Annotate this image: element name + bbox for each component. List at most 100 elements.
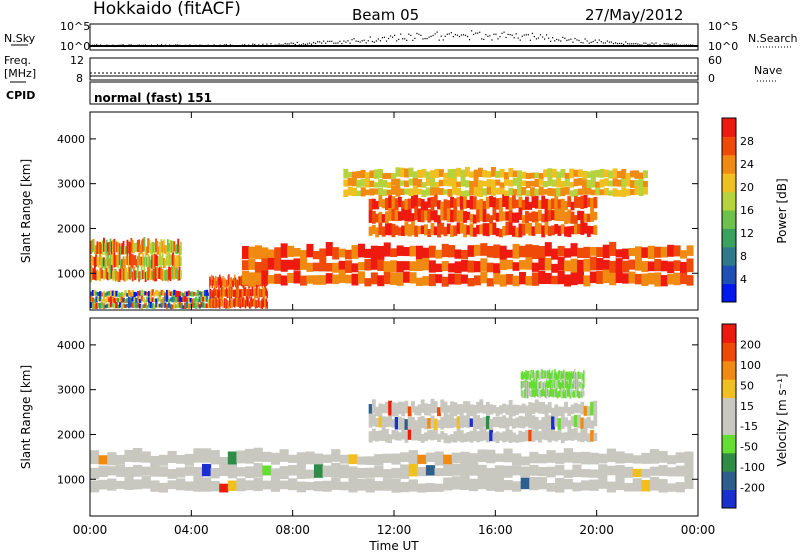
echo-cell [567,372,570,379]
echo-cell [534,373,536,380]
echo-cell [553,383,555,390]
colorbar-tick-label: 28 [740,135,754,148]
nsky-point [418,33,420,35]
echo-cell [237,280,239,288]
echo-cell [126,298,129,303]
echo-cell [461,274,469,284]
nsky-point [134,45,136,47]
echo-cell [421,182,427,188]
nave-tick-bottom: 0 [708,72,715,85]
echo-cell [338,248,346,258]
nsky-point [507,33,509,36]
nsky-point [264,44,266,47]
nsky-point [365,42,367,44]
echo-cell [200,302,203,308]
echo-cell [331,449,341,462]
echo-cell [375,418,380,428]
echo-cell [179,270,182,279]
echo-cell [467,260,475,273]
echo-cell [148,240,151,253]
echo-cell [247,297,249,307]
echo-cell [480,271,488,284]
echo-cell [546,378,548,388]
echo-cell [119,259,122,269]
echo-cell [241,297,243,308]
echo-cell [231,300,233,308]
echo-cell [122,292,125,298]
echo-cell [467,277,475,287]
echo-cell [557,256,565,271]
echo-cell [400,464,410,479]
echo-cell [267,256,275,270]
echo-cell [126,251,129,266]
echo-cell [505,404,510,415]
nsky-point [169,44,171,46]
echo-cell [169,304,173,310]
echo-cell [156,265,159,279]
echo-cell [530,390,533,398]
echo-cell [137,302,140,308]
echo-cell [129,301,133,308]
echo-cell [117,292,120,298]
nsky-point [104,45,106,47]
echo-cell [531,211,536,223]
nsky-point [543,38,546,40]
nsky-point [233,45,236,47]
nsky-point [665,43,667,45]
echo-cell [479,417,484,430]
echo-cell [554,195,559,209]
colorbar-frame [721,323,737,509]
nsky-point [181,45,183,47]
echo-cell [430,196,435,211]
nsky-point [132,45,134,47]
echo-cell [634,273,642,285]
nsky-point [600,41,602,43]
echo-cell [595,169,601,178]
echo-cell [422,276,430,286]
echo-cell [434,483,444,492]
echo-cell [531,193,536,208]
echo-cell [511,212,516,223]
echo-cell [381,226,386,237]
echo-cell [425,452,436,463]
nsky-point [367,40,369,42]
echo-cell [551,188,557,197]
echo-cell [391,429,396,440]
echo-cell [459,195,464,210]
nsky-point [154,45,157,47]
echo-cell [486,278,494,287]
echo-cell [555,452,565,464]
echo-cell [494,453,505,462]
colorbar-tick-label: -15 [740,420,758,433]
nsky-point [527,34,529,36]
echo-cell [632,468,642,478]
echo-cell [557,207,562,221]
echo-cell [257,289,259,298]
echo-cell [551,210,555,221]
nsky-point [647,43,649,46]
nsky-point [578,39,580,42]
echo-cell [456,196,461,207]
echo-cell [680,269,688,285]
echo-cell [527,388,529,399]
echo-cell [259,288,261,298]
echo-cell [582,373,584,380]
echo-cell [130,253,133,268]
echo-cell [205,289,209,296]
nsky-point [604,42,606,44]
echo-cell [171,291,174,298]
colorbar-swatch [722,342,736,362]
echo-cell [391,453,401,465]
echo-cell [511,193,516,209]
echo-cell [590,170,596,179]
colorbar-tick-label: 200 [740,338,761,351]
echo-cell [451,452,461,463]
echo-cell [403,246,411,257]
echo-cell [557,391,560,398]
echo-cell [555,477,565,493]
echo-cell [539,389,542,399]
echo-cell [673,260,681,271]
nsky-point [588,42,590,44]
echo-cell [216,289,218,298]
nsky-point [266,43,268,45]
